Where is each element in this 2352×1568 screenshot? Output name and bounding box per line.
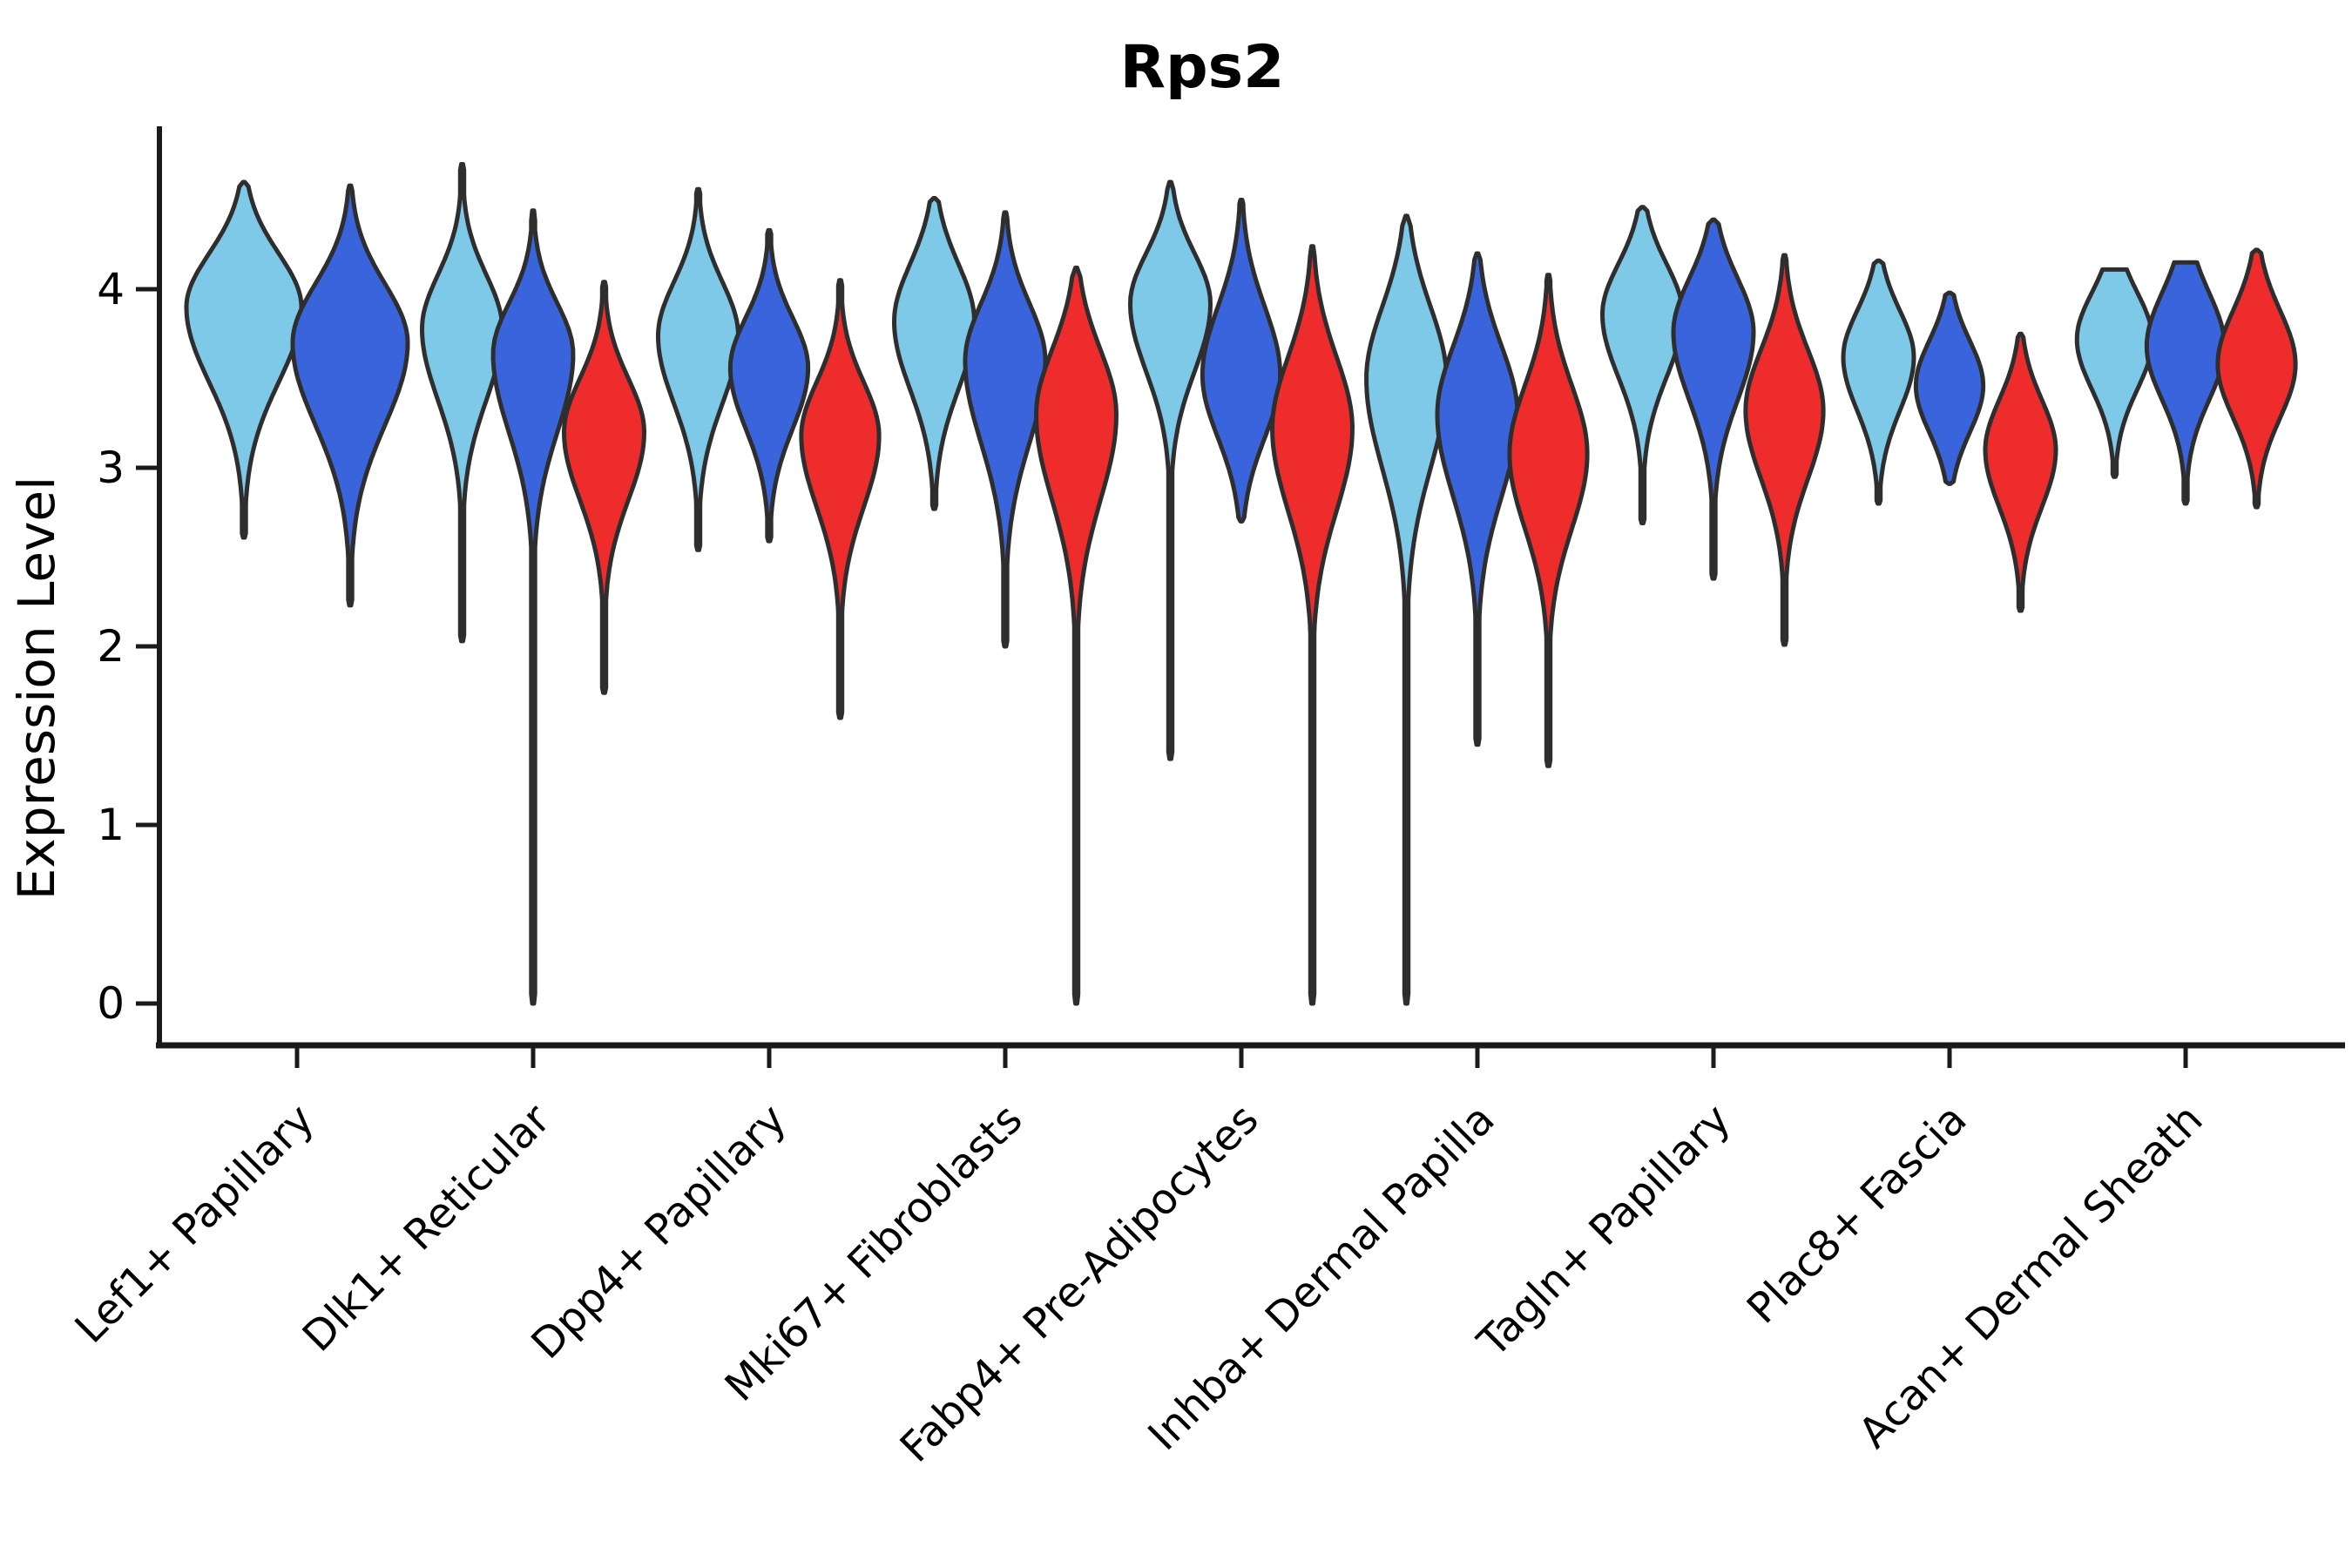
y-tick-label: 4 — [97, 264, 125, 314]
violin-red — [1983, 331, 2058, 613]
violin-light_blue — [1128, 179, 1213, 761]
violin-light_blue — [656, 186, 740, 552]
violin-red — [1507, 273, 1590, 768]
violin-red — [562, 280, 646, 695]
violin-light_blue — [184, 179, 304, 540]
x-tick-label: Plac8+ Fascia — [1738, 1095, 1977, 1334]
violin-red — [1270, 244, 1355, 1006]
axes: 0 1 2 3 4 — [97, 126, 2345, 1068]
violin-dark_blue — [727, 227, 811, 544]
violin-red — [2215, 247, 2298, 510]
violin-light_blue — [1600, 205, 1685, 525]
violin-dark_blue — [1913, 290, 1986, 486]
violin-red — [1743, 253, 1826, 647]
y-axis-label: Expression Level — [7, 476, 66, 900]
violin-dark_blue — [963, 210, 1048, 649]
chart-title: Rps2 — [1120, 33, 1285, 102]
x-tick-label: Tagln+ Papillary — [1468, 1095, 1740, 1367]
violin-red — [1034, 265, 1119, 1006]
violin-light_blue — [2074, 267, 2155, 479]
violin-dark_blue — [1200, 198, 1283, 524]
violin-dark_blue — [1671, 217, 1756, 581]
violin-light_blue — [420, 162, 504, 644]
violin-dark_blue — [1435, 251, 1520, 747]
violin-light_blue — [892, 196, 977, 511]
y-tick-label: 0 — [97, 978, 125, 1029]
violin-red — [799, 278, 882, 720]
violin-dark_blue — [490, 208, 576, 1006]
violin-dark_blue — [2144, 260, 2227, 506]
y-tick-label: 1 — [97, 800, 125, 850]
violin-light_blue — [1841, 258, 1916, 506]
x-tick-label: Dpp4+ Papillary — [522, 1095, 795, 1369]
violin-dark_blue — [290, 183, 410, 608]
y-tick-label: 2 — [97, 621, 125, 672]
y-tick-label: 3 — [97, 443, 125, 493]
violins-layer — [184, 162, 2298, 1006]
x-tick-label: Lef1+ Papillary — [66, 1095, 324, 1353]
x-tick-label: Dlk1+ Reticular — [294, 1095, 560, 1362]
violin-light_blue — [1364, 213, 1449, 1006]
